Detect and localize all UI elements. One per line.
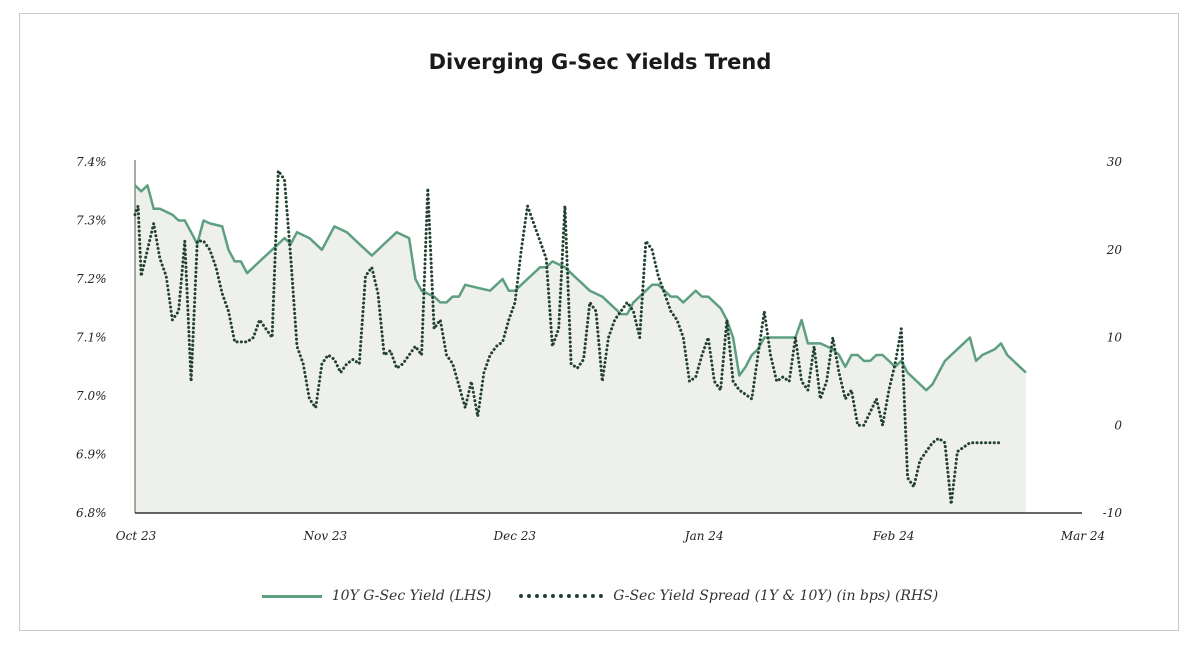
y-tick-left: 7.1%	[76, 331, 107, 345]
y-tick-right: 30	[1107, 155, 1123, 169]
legend-item-spread: G-Sec Yield Spread (1Y & 10Y) (in bps) (…	[519, 588, 938, 604]
x-tick-label: Oct 23	[116, 529, 157, 543]
spread-series-line	[133, 169, 1003, 506]
yield-series-line	[134, 184, 1027, 392]
chart-title: Diverging G-Sec Yields Trend	[428, 50, 772, 74]
legend-swatch-solid	[261, 594, 322, 598]
x-tick-label: Mar 24	[1060, 529, 1105, 543]
legend-label-spread: G-Sec Yield Spread (1Y & 10Y) (in bps) (…	[613, 588, 939, 604]
x-tick-label: Feb 24	[872, 529, 915, 543]
x-tick-label: Nov 23	[303, 529, 348, 543]
chart-legend: 10Y G-Sec Yield (LHS) G-Sec Yield Spread…	[0, 588, 1200, 604]
y-tick-left: 6.8%	[76, 506, 107, 520]
y-tick-right: -10	[1103, 506, 1123, 520]
y-tick-left: 7.0%	[76, 389, 107, 403]
x-tick-label: Dec 23	[493, 529, 537, 543]
legend-swatch-dotted	[519, 594, 604, 598]
y-tick-right: 10	[1107, 331, 1123, 345]
y-tick-right: 0	[1114, 418, 1122, 432]
y-tick-left: 7.4%	[76, 155, 107, 169]
y-tick-right: 20	[1106, 243, 1123, 257]
legend-item-yield: 10Y G-Sec Yield (LHS)	[261, 588, 492, 604]
yield-area-fill	[135, 185, 1026, 513]
y-tick-left: 7.3%	[76, 214, 107, 228]
legend-label-yield: 10Y G-Sec Yield (LHS)	[331, 588, 492, 604]
y-tick-left: 6.9%	[76, 448, 107, 462]
x-tick-label: Jan 24	[682, 529, 724, 543]
y-tick-left: 7.2%	[76, 272, 107, 286]
